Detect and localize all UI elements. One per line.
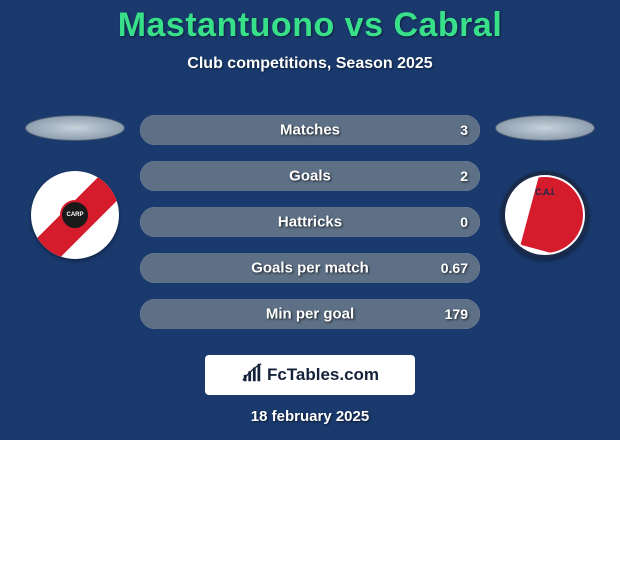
stat-label: Goals: [289, 168, 331, 185]
stat-right-value: 2: [460, 168, 468, 184]
stat-label: Goals per match: [251, 260, 369, 277]
comparison-card: Mastantuono vs Cabral Club competitions,…: [0, 0, 620, 440]
stat-right-value: 0.67: [441, 260, 468, 276]
stat-label: Hattricks: [278, 214, 342, 231]
bar-chart-icon: [241, 362, 263, 389]
stat-bar: Goals per match 0.67: [140, 253, 480, 283]
content-row: CARP Matches 3 Goals 2 Hattricks 0 Goals per m…: [0, 115, 620, 329]
stat-right-value: 0: [460, 214, 468, 230]
stat-bar: Goals 2: [140, 161, 480, 191]
stat-label: Matches: [280, 122, 340, 139]
footer-date: 18 february 2025: [0, 408, 620, 425]
page-subtitle: Club competitions, Season 2025: [0, 55, 620, 73]
player-silhouette-left: [25, 115, 125, 141]
stat-bar: Min per goal 179: [140, 299, 480, 329]
player-silhouette-right: [495, 115, 595, 141]
stat-label: Min per goal: [266, 306, 354, 323]
stat-column: Matches 3 Goals 2 Hattricks 0 Goals per match 0…: [135, 115, 485, 329]
stat-bar: Hattricks 0: [140, 207, 480, 237]
stat-right-value: 179: [445, 306, 468, 322]
team-crest-right: C.A.I.: [501, 171, 589, 259]
crest-center-badge: CARP: [60, 200, 90, 230]
stat-right-value: 3: [460, 122, 468, 138]
right-team-col: C.A.I.: [485, 115, 605, 259]
team-crest-left: CARP: [31, 171, 119, 259]
page-title: Mastantuono vs Cabral: [0, 0, 620, 45]
page-root: Mastantuono vs Cabral Club competitions,…: [0, 0, 620, 580]
stat-bar: Matches 3: [140, 115, 480, 145]
brand-text: FcTables.com: [267, 365, 379, 385]
brand-box[interactable]: FcTables.com: [205, 355, 415, 395]
crest-letters: C.A.I.: [535, 187, 555, 197]
left-team-col: CARP: [15, 115, 135, 259]
